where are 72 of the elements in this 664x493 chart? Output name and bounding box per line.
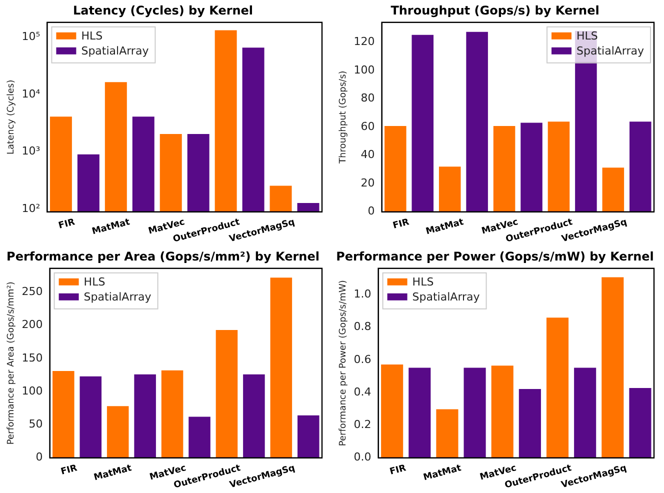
x-tick-label: FIR bbox=[388, 464, 408, 478]
bar bbox=[188, 416, 210, 458]
y-tick-label: 40 bbox=[360, 148, 375, 162]
bar bbox=[134, 374, 156, 458]
bar bbox=[161, 370, 184, 458]
y-tick-label: 10² bbox=[22, 202, 40, 216]
chart-title: Performance per Area (Gops/s/mm²) by Kernel bbox=[6, 249, 320, 264]
y-axis-title: Latency (Cycles) bbox=[6, 80, 17, 154]
legend-label: SpatialArray bbox=[81, 44, 150, 58]
y-tick-label: 0.6 bbox=[354, 352, 372, 366]
y-tick-label: 250 bbox=[22, 285, 43, 298]
chart-title: Throughput (Gops/s) by Kernel bbox=[390, 3, 600, 18]
bar bbox=[518, 388, 541, 458]
y-axis-title: Throughput (Gops/s) bbox=[338, 70, 349, 164]
y-axis-title: Performance per Power (Gops/s/mW) bbox=[338, 280, 349, 446]
bar bbox=[270, 278, 292, 458]
bar bbox=[520, 122, 542, 212]
y-tick-label: 1.0 bbox=[354, 288, 372, 301]
legend-label: HLS bbox=[81, 29, 103, 42]
y-tick-label: 100 bbox=[354, 63, 375, 76]
x-tick-label: FIR bbox=[60, 464, 78, 478]
chart-title: Latency (Cycles) by Kernel bbox=[72, 3, 254, 18]
y-tick-label: 60 bbox=[360, 120, 375, 133]
y-tick-label: 0.8 bbox=[354, 320, 372, 334]
bar bbox=[466, 32, 488, 212]
legend-label: SpatialArray bbox=[412, 290, 480, 304]
bar bbox=[52, 371, 74, 458]
legend-label: SpatialArray bbox=[84, 290, 152, 304]
chart-title: Performance per Power (Gops/s/mW) by Kernel bbox=[336, 249, 654, 264]
bar bbox=[493, 126, 516, 212]
bar bbox=[491, 366, 514, 458]
y-tick-label: 10⁵ bbox=[22, 30, 40, 43]
y-tick-label: 50 bbox=[28, 418, 43, 431]
bar bbox=[602, 277, 624, 458]
y-tick-label: 10⁴ bbox=[22, 87, 41, 100]
y-tick-label: 100 bbox=[22, 384, 43, 398]
x-tick-label: FIR bbox=[58, 218, 76, 232]
y-tick-label: 200 bbox=[22, 318, 43, 332]
bar bbox=[630, 122, 652, 212]
bar bbox=[436, 409, 458, 458]
bar bbox=[602, 168, 624, 212]
y-axis-title: Performance per Area (Gops/s/mm²) bbox=[6, 282, 17, 445]
bar bbox=[629, 388, 652, 458]
bar bbox=[384, 126, 406, 212]
y-tick-label: 80 bbox=[360, 92, 375, 105]
y-tick-label: 0 bbox=[36, 450, 43, 464]
bar bbox=[412, 34, 434, 212]
bar bbox=[106, 406, 129, 458]
y-tick-label: 10³ bbox=[22, 144, 40, 158]
y-tick-label: 0.2 bbox=[354, 418, 372, 432]
bar bbox=[464, 368, 486, 458]
bar bbox=[80, 376, 102, 458]
legend-label: HLS bbox=[576, 29, 598, 42]
y-tick-label: 0.4 bbox=[354, 385, 372, 398]
legend-label: HLS bbox=[84, 275, 106, 288]
bar bbox=[243, 374, 265, 458]
y-tick-label: 0 bbox=[368, 204, 375, 218]
y-tick-label: 0.0 bbox=[354, 450, 372, 464]
bar bbox=[574, 368, 596, 458]
y-tick-label: 150 bbox=[22, 351, 43, 364]
bar bbox=[438, 166, 461, 212]
bar bbox=[298, 415, 320, 458]
bar bbox=[216, 330, 238, 458]
bar bbox=[381, 364, 404, 458]
bar bbox=[548, 122, 570, 212]
bar bbox=[546, 318, 569, 458]
y-tick-label: 120 bbox=[354, 35, 375, 48]
legend-label: SpatialArray bbox=[576, 44, 644, 58]
legend-label: HLS bbox=[412, 275, 434, 288]
bar bbox=[408, 368, 431, 458]
x-tick-label: FIR bbox=[392, 218, 410, 232]
y-tick-label: 20 bbox=[360, 176, 375, 190]
